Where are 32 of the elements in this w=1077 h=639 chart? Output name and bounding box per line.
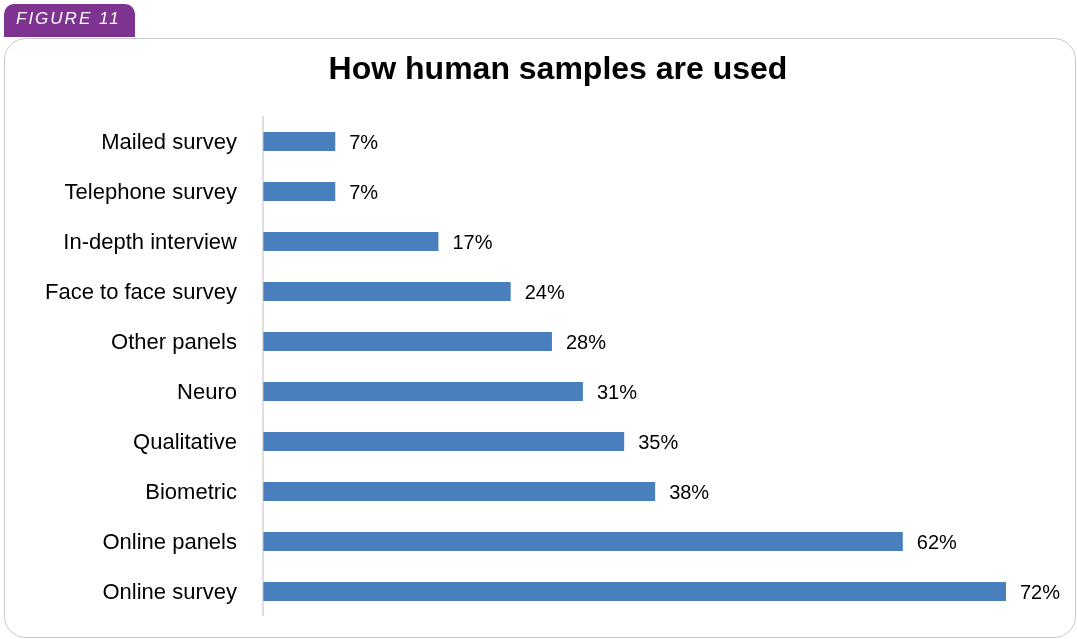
y-tick-label: Biometric xyxy=(145,478,237,504)
data-label: 62% xyxy=(916,530,958,553)
bar xyxy=(263,282,511,301)
bar xyxy=(263,582,1006,601)
chart-title: How human samples are used xyxy=(327,50,789,87)
bar xyxy=(263,332,552,351)
data-label: 17% xyxy=(452,230,493,253)
y-tick-label: Neuro xyxy=(177,378,237,404)
bar xyxy=(263,182,336,201)
y-tick-label: Telephone survey xyxy=(64,178,237,204)
data-label: 31% xyxy=(596,380,638,403)
data-label: 24% xyxy=(524,280,565,303)
bar xyxy=(263,132,336,151)
bar xyxy=(263,382,583,401)
y-tick-label: In-depth interview xyxy=(63,228,238,254)
bar xyxy=(263,532,903,551)
data-label: 7% xyxy=(349,130,379,153)
y-tick-label: Mailed survey xyxy=(101,128,237,154)
data-label: 28% xyxy=(565,330,607,353)
y-tick-label: Other panels xyxy=(111,328,237,354)
data-label: 7% xyxy=(349,180,379,203)
bar xyxy=(263,482,656,501)
bar xyxy=(263,232,439,251)
data-label: 72% xyxy=(1020,580,1061,603)
y-tick-label: Face to face survey xyxy=(45,278,237,304)
y-tick-label: Online panels xyxy=(102,528,237,554)
data-label: 35% xyxy=(638,430,679,453)
y-tick-label: Online survey xyxy=(102,578,237,604)
data-label: 38% xyxy=(669,480,710,503)
caption: FIGURE 11 xyxy=(4,4,135,37)
y-tick-label: Qualitative xyxy=(133,428,237,454)
bar xyxy=(263,432,625,451)
